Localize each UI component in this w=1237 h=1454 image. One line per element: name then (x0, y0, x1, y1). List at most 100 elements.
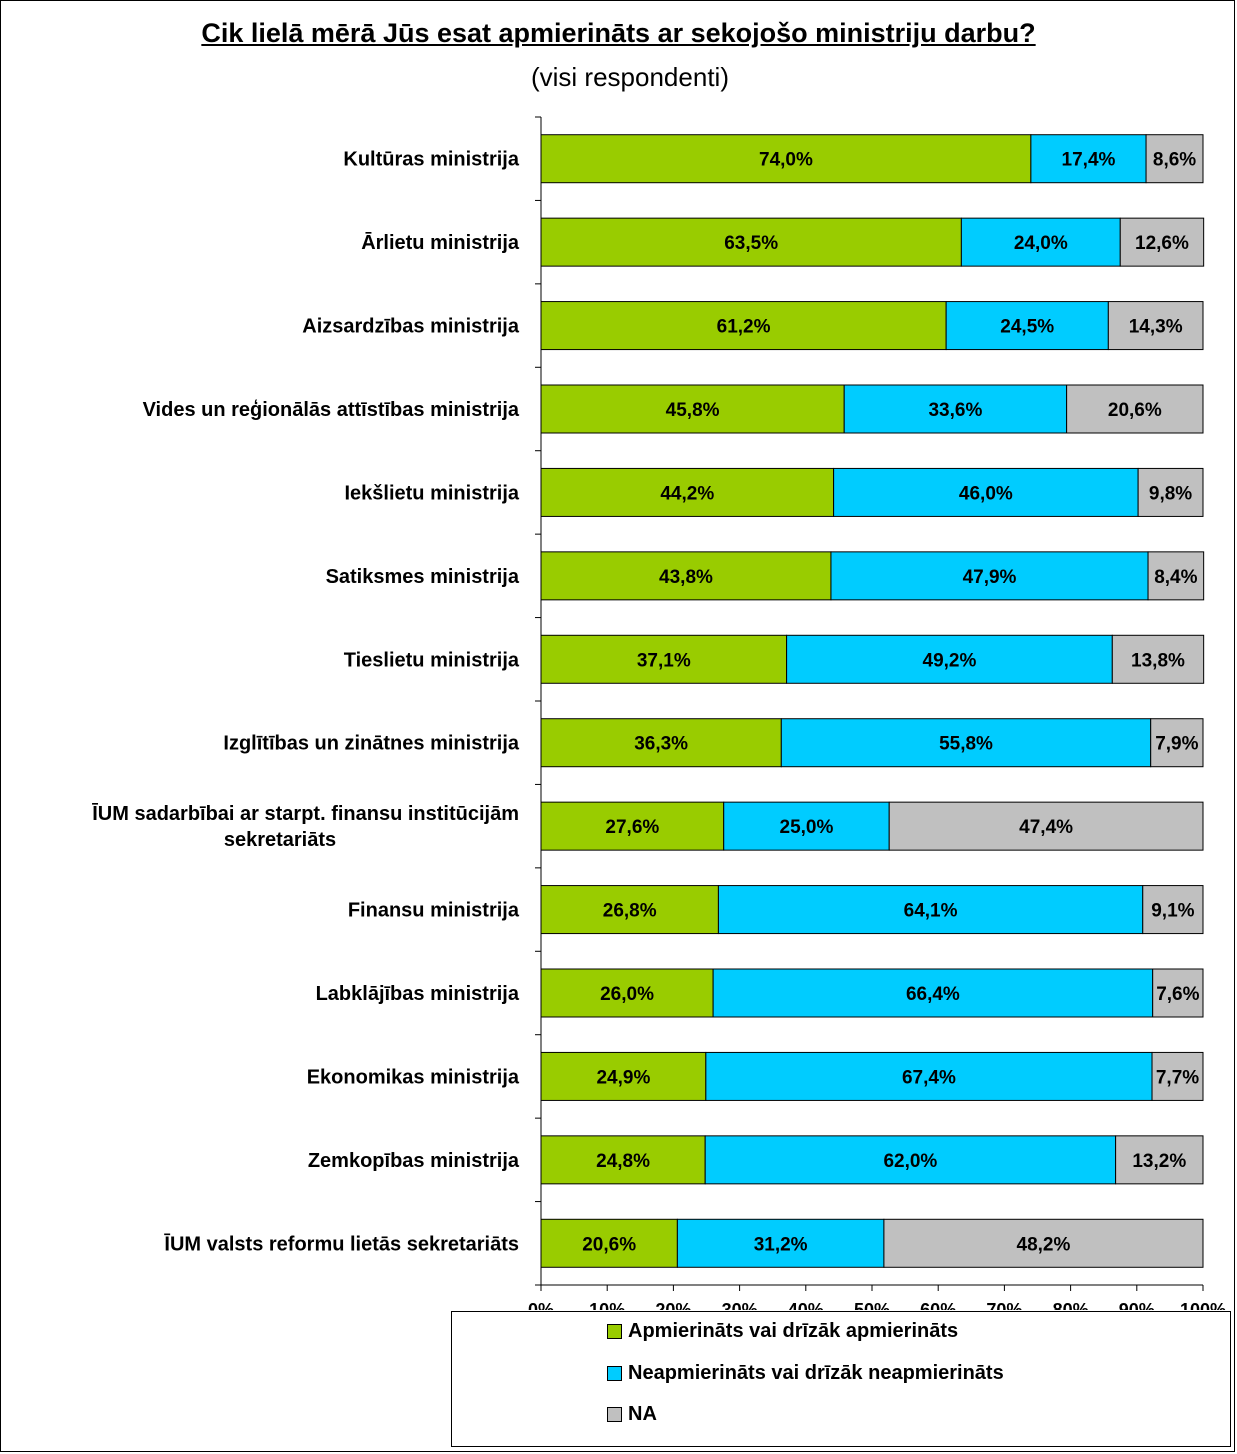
category-label: Ārlietu ministrija (361, 232, 520, 254)
data-label: 14,3% (1129, 317, 1183, 338)
x-tick-label: 40% (788, 1300, 824, 1310)
data-label: 43,8% (659, 567, 713, 588)
bar-segment (540, 1051, 707, 1101)
data-label: 45,8% (666, 400, 720, 421)
data-label: 36,3% (634, 734, 688, 755)
x-tick-label: 60% (920, 1300, 956, 1310)
bar-segment (1107, 301, 1204, 351)
category-label: sekretariāts (224, 829, 336, 851)
data-label: 66,4% (906, 984, 960, 1005)
bar-segment (1142, 885, 1204, 935)
bar-segment (705, 1051, 1153, 1101)
data-label: 7,6% (1156, 984, 1199, 1005)
bar-segment (888, 801, 1204, 851)
data-label: 33,6% (928, 400, 982, 421)
category-label: ĪUM valsts reformu lietās sekretariāts (163, 1233, 519, 1255)
data-label: 47,4% (1019, 817, 1073, 838)
legend-swatch-satisfied (607, 1323, 622, 1339)
bar-segment (843, 384, 1068, 434)
data-label: 17,4% (1062, 150, 1116, 171)
data-label: 9,8% (1149, 483, 1192, 504)
data-label: 26,8% (603, 901, 657, 922)
bar-segment (540, 801, 725, 851)
bar-segment (1115, 1135, 1204, 1185)
data-label: 61,2% (717, 317, 771, 338)
bar-segment (1151, 1051, 1204, 1101)
category-label: Izglītības un zinātnes ministrija (223, 733, 519, 755)
bar-segment (833, 467, 1139, 517)
bar-segment (780, 718, 1152, 768)
bar-segment (712, 968, 1154, 1018)
x-tick-label: 10% (589, 1300, 625, 1310)
data-label: 20,6% (582, 1234, 636, 1255)
category-label: Finansu ministrija (348, 900, 520, 922)
data-label: 9,1% (1151, 901, 1194, 922)
bar-segment (540, 1135, 706, 1185)
category-label: Iekšlietu ministrija (344, 482, 519, 504)
chart-subtitle: (visi respondenti) (531, 62, 729, 92)
legend-label-na: NA (628, 1402, 657, 1425)
data-label: 44,2% (660, 483, 714, 504)
bar-segment (1152, 968, 1204, 1018)
data-label: 67,4% (902, 1067, 956, 1088)
data-label: 46,0% (959, 483, 1013, 504)
category-label: ĪUM sadarbībai ar starpt. finansu instit… (91, 803, 519, 825)
category-label: Satiksmes ministrija (326, 566, 520, 588)
bar-segment (540, 1218, 678, 1268)
bar-segment (830, 551, 1149, 601)
data-label: 49,2% (923, 650, 977, 671)
data-label: 8,6% (1153, 150, 1196, 171)
category-label: Labklājības ministrija (316, 983, 520, 1005)
bar-segment (1147, 551, 1205, 601)
data-label: 12,6% (1135, 233, 1189, 254)
data-label: 31,2% (754, 1234, 808, 1255)
bar-segment (1145, 134, 1204, 184)
data-label: 13,8% (1131, 650, 1185, 671)
category-label: Kultūras ministrija (343, 149, 519, 171)
bar-segment (540, 134, 1032, 184)
bar-segment (704, 1135, 1117, 1185)
data-label: 64,1% (904, 901, 958, 922)
bar-segment (1150, 718, 1204, 768)
category-label: Tieslietu ministrija (344, 649, 520, 671)
category-label: Aizsardzības ministrija (302, 316, 520, 338)
legend-label-satisfied: Apmierināts vai drīzāk apmierināts (628, 1319, 959, 1342)
data-label: 24,0% (1014, 233, 1068, 254)
bar-segment (540, 384, 845, 434)
data-label: 24,8% (596, 1151, 650, 1172)
category-label: Zemkopības ministrija (308, 1150, 520, 1172)
bar-segment (540, 718, 782, 768)
bar-segment (717, 885, 1144, 935)
x-tick-label: 0% (528, 1300, 554, 1310)
bar-segment (540, 551, 832, 601)
chart-legend: Apmierināts vai drīzāk apmierināts Neapm… (451, 1311, 1231, 1447)
x-tick-label: 100% (1180, 1300, 1226, 1310)
x-tick-label: 20% (655, 1300, 691, 1310)
x-tick-label: 70% (986, 1300, 1022, 1310)
bar-segment (786, 634, 1113, 684)
data-label: 47,9% (963, 567, 1017, 588)
bar-segment (540, 467, 835, 517)
chart-title: Cik lielā mērā Jūs esat apmierināts ar s… (201, 18, 1036, 48)
data-label: 20,6% (1108, 400, 1162, 421)
data-label: 74,0% (759, 150, 813, 171)
data-label: 24,5% (1000, 317, 1054, 338)
bar-segment (945, 301, 1109, 351)
bar-segment (1030, 134, 1147, 184)
bar-segment (540, 217, 962, 267)
data-label: 7,9% (1155, 734, 1198, 755)
x-tick-label: 30% (722, 1300, 758, 1310)
x-tick-label: 50% (854, 1300, 890, 1310)
legend-item-satisfied: Apmierināts vai drīzāk apmierināts (607, 1318, 958, 1344)
bar-segment (1111, 634, 1205, 684)
data-label: 37,1% (637, 650, 691, 671)
category-label: Ekonomikas ministrija (307, 1066, 520, 1088)
x-tick-label: 90% (1119, 1300, 1155, 1310)
data-label: 63,5% (724, 233, 778, 254)
data-label: 48,2% (1017, 1234, 1071, 1255)
bar-segment (883, 1218, 1204, 1268)
bar-segment (1066, 384, 1204, 434)
legend-swatch-na (607, 1406, 622, 1422)
category-label: Vides un reģionālās attīstības ministrij… (143, 399, 520, 421)
legend-item-na: NA (607, 1401, 657, 1427)
